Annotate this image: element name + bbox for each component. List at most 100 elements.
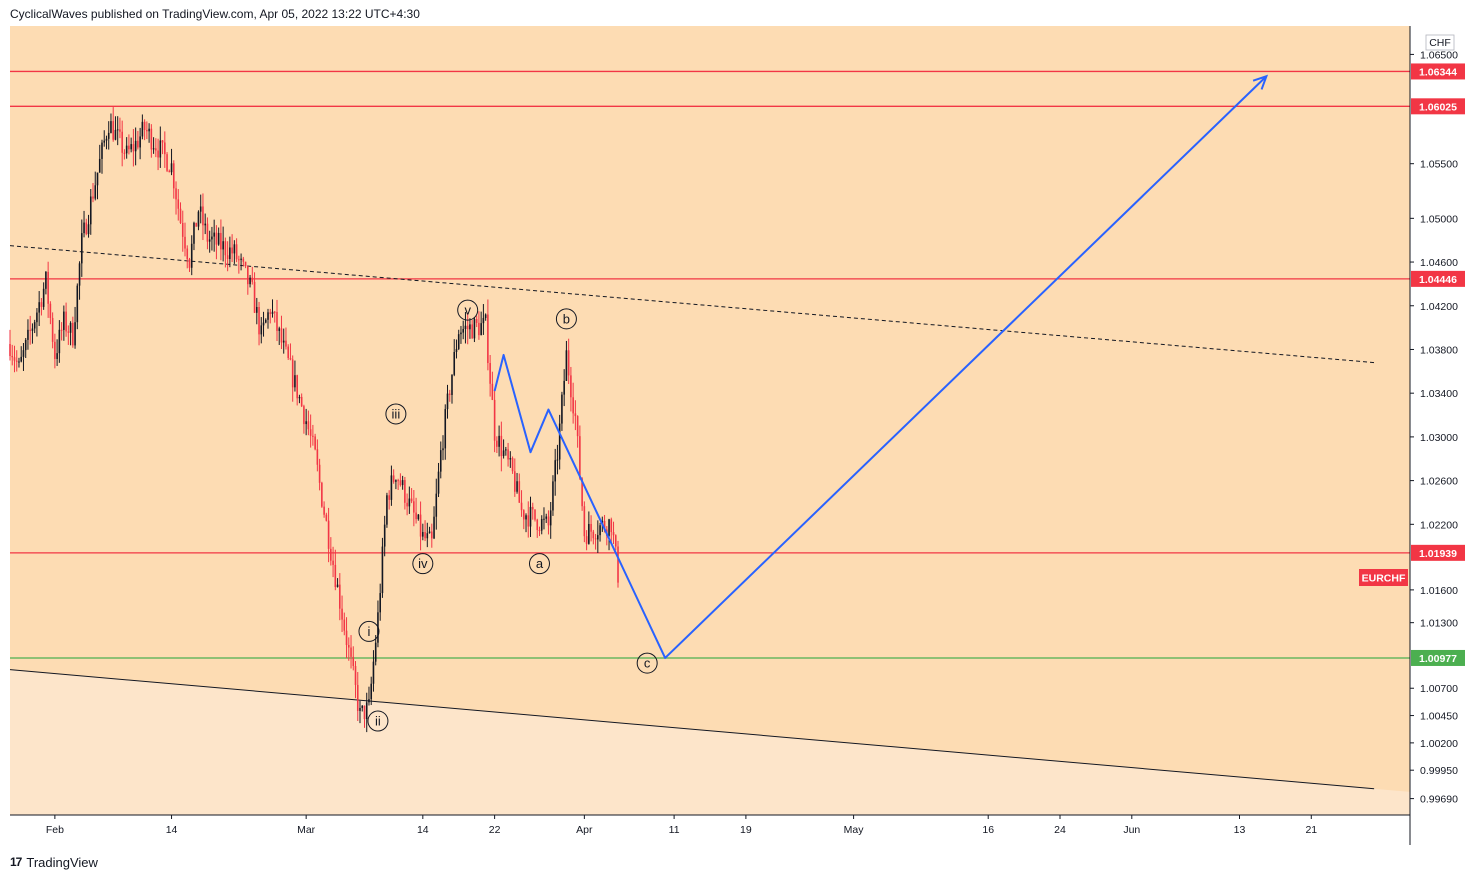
currency-label: CHF [1429, 37, 1451, 49]
candle-body [343, 619, 346, 631]
candle-body [581, 478, 583, 507]
candle-body [365, 702, 368, 720]
candle-body [63, 311, 65, 330]
candle-body [76, 285, 79, 323]
candle-body [612, 532, 615, 536]
candle-body [500, 435, 503, 457]
candle-body [273, 311, 276, 313]
x-tick-label: Feb [46, 824, 64, 836]
candle-body [466, 325, 469, 330]
candle-body [514, 471, 516, 492]
level-label: 1.06025 [1419, 101, 1457, 113]
candle-body [213, 232, 215, 237]
candle-body [146, 130, 148, 132]
candle-body [383, 524, 386, 547]
x-tick-label: 13 [1234, 824, 1246, 836]
candle-body [558, 423, 561, 460]
candle-body [271, 311, 274, 314]
candle-body [47, 271, 49, 304]
candle-body [534, 509, 536, 520]
candle-body [556, 459, 559, 461]
candle-body [181, 222, 184, 237]
level-tag [1411, 544, 1465, 561]
candle-body [49, 303, 52, 318]
candle-body [220, 232, 222, 250]
candle-body [87, 224, 90, 235]
symbol-label: EURCHF [1362, 573, 1406, 585]
candle-body [404, 480, 406, 503]
candle-body [119, 129, 121, 132]
candle-body [291, 359, 294, 388]
candle-body [170, 163, 173, 173]
tradingview-logo-icon: 17 [10, 855, 22, 869]
candle-body [217, 232, 220, 245]
candle-body [244, 261, 247, 267]
candle-body [446, 393, 449, 410]
candle-body [334, 564, 337, 588]
y-tick-label: 0.99690 [1420, 794, 1458, 806]
candle-body [78, 263, 81, 286]
support-trendline [9, 669, 1375, 790]
candle-body [253, 281, 256, 313]
candle-body [424, 532, 426, 539]
level-tag [1411, 63, 1465, 80]
candle-body [150, 128, 153, 150]
candle-body [496, 440, 498, 447]
candle-body [128, 145, 130, 150]
candle-body [397, 480, 399, 482]
candle-body [80, 233, 83, 264]
candle-body [451, 374, 453, 395]
candle-body [103, 140, 106, 143]
candle-body [484, 314, 487, 318]
candle-body [428, 531, 431, 534]
level-label: 1.00977 [1419, 653, 1457, 665]
candle-body [527, 515, 530, 527]
candle-body [101, 142, 103, 159]
candle-body [36, 312, 38, 323]
candle-body [105, 138, 108, 141]
candle-body [455, 348, 458, 353]
candle-body [379, 593, 381, 613]
candle-body [531, 506, 534, 510]
candle-body [460, 332, 462, 335]
candle-body [60, 329, 63, 331]
candle-body [395, 480, 397, 482]
candle-body [491, 383, 494, 400]
candle-body [478, 322, 480, 336]
candle-body [457, 334, 460, 349]
candle-body [599, 525, 601, 536]
candle-body [264, 319, 267, 323]
publish-info: CyclicalWaves published on TradingView.c… [10, 7, 420, 21]
candle-body [563, 380, 565, 395]
candle-body [141, 121, 144, 137]
y-tick-label: 1.04200 [1420, 301, 1458, 313]
price-axis[interactable]: 1.06500 1.05500 1.05000 1.04600 1.04200 1.038… [1410, 49, 1458, 806]
footer-brand-label: TradingView [26, 854, 98, 870]
candle-body [193, 222, 195, 244]
candle-body [339, 584, 341, 609]
candle-body [444, 409, 447, 449]
candle-body [130, 144, 132, 150]
candle-body [72, 322, 74, 346]
candle-body [56, 353, 58, 359]
x-tick-label: 24 [1054, 824, 1066, 836]
candle-body [20, 356, 23, 362]
candle-body [332, 560, 334, 565]
footer-brand[interactable]: 17 TradingView [10, 854, 98, 870]
candle-body [159, 140, 162, 158]
candle-body [547, 516, 550, 526]
candle-body [134, 140, 137, 152]
x-tick-label: 14 [417, 824, 429, 836]
candle-body [226, 255, 229, 259]
x-tick-label: 21 [1305, 824, 1317, 836]
time-axis[interactable]: Feb 14 Mar 14 22 Apr 11 19 May 16 24 Jun 13 21 [46, 815, 1317, 836]
candle-body [206, 223, 209, 242]
candle-body [433, 516, 435, 539]
candle-body [195, 222, 198, 227]
candle-body [545, 516, 548, 519]
candle-body [40, 302, 43, 307]
candle-body [157, 150, 159, 158]
candle-body [289, 358, 292, 360]
candle-body [372, 661, 375, 684]
